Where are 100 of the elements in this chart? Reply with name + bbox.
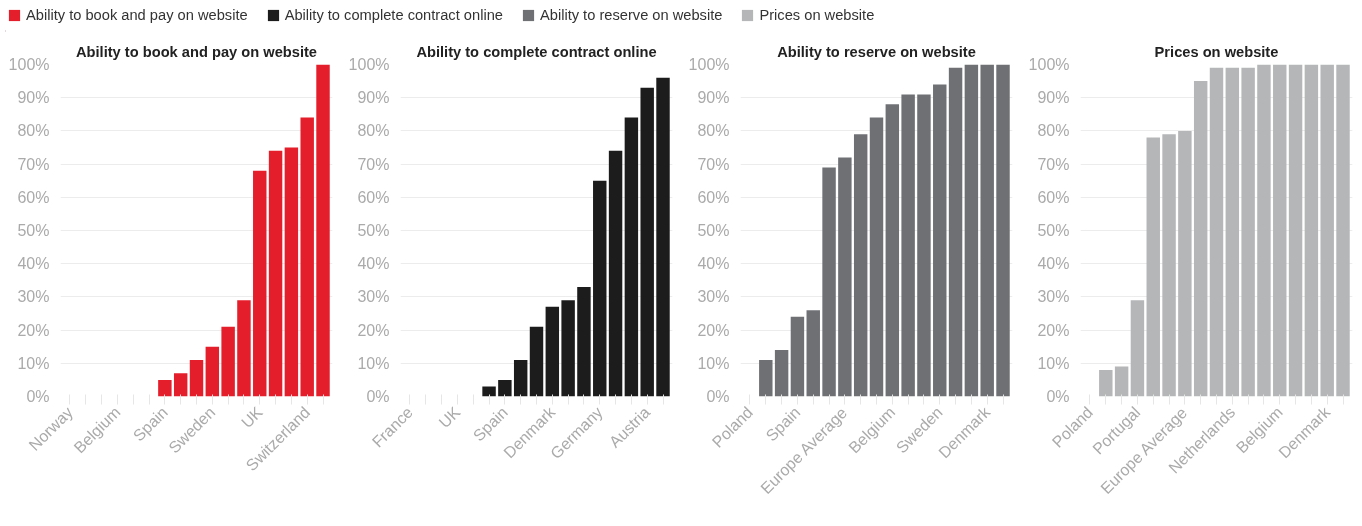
y-tick-label: 50% bbox=[357, 222, 390, 239]
y-tick-label: 20% bbox=[17, 321, 50, 339]
y-tick-label: 70% bbox=[17, 155, 50, 173]
bar bbox=[1273, 64, 1287, 397]
bar bbox=[608, 150, 623, 397]
bar bbox=[1336, 64, 1350, 397]
bar bbox=[933, 84, 947, 397]
bar bbox=[901, 94, 915, 397]
bar bbox=[964, 64, 979, 397]
y-tick-label: 60% bbox=[697, 188, 730, 206]
bar bbox=[853, 134, 868, 397]
bar bbox=[221, 326, 235, 397]
chart-title: Ability to reserve on website bbox=[777, 43, 976, 60]
bar bbox=[593, 180, 607, 397]
bar bbox=[869, 117, 884, 397]
y-tick-label: 80% bbox=[357, 122, 390, 140]
y-tick-label: 20% bbox=[697, 321, 730, 339]
bar bbox=[822, 167, 836, 397]
bar bbox=[917, 94, 931, 397]
bar bbox=[790, 316, 805, 397]
bar bbox=[158, 379, 172, 397]
y-tick-label: 40% bbox=[357, 255, 390, 273]
bar bbox=[640, 87, 654, 397]
bar bbox=[1304, 64, 1319, 397]
y-tick-label: 30% bbox=[17, 288, 50, 306]
bar bbox=[205, 346, 220, 397]
bar bbox=[1209, 67, 1224, 397]
bar bbox=[1146, 137, 1160, 397]
bar bbox=[513, 359, 528, 397]
bar bbox=[1114, 366, 1129, 397]
y-tick-label: 90% bbox=[17, 89, 50, 107]
y-tick-label: 100% bbox=[688, 56, 730, 73]
chart-title: Ability to complete contract online bbox=[416, 43, 657, 60]
y-tick-label: 60% bbox=[357, 188, 390, 206]
y-tick-label: 30% bbox=[1037, 288, 1070, 306]
bar bbox=[1193, 81, 1208, 397]
bar bbox=[806, 310, 820, 397]
bar bbox=[1130, 300, 1145, 397]
bar bbox=[1099, 369, 1113, 397]
bar bbox=[1257, 64, 1271, 397]
legend-label: Prices on website bbox=[759, 7, 875, 23]
bar bbox=[253, 170, 267, 397]
y-tick-label: 60% bbox=[1037, 188, 1070, 206]
bar bbox=[545, 306, 560, 397]
x-tick-label: UK bbox=[435, 403, 464, 432]
y-tick-label: 40% bbox=[17, 255, 50, 273]
y-tick-label: 80% bbox=[17, 122, 50, 140]
y-tick-label: 10% bbox=[17, 354, 50, 372]
bar bbox=[300, 117, 314, 397]
bar bbox=[1288, 64, 1303, 397]
y-tick-label: 0% bbox=[366, 388, 390, 405]
bar bbox=[173, 373, 188, 397]
y-tick-label: 20% bbox=[1037, 321, 1070, 339]
bar bbox=[885, 104, 900, 397]
bar bbox=[237, 300, 251, 397]
y-tick-label: 0% bbox=[1046, 388, 1070, 405]
y-tick-label: 80% bbox=[697, 122, 730, 140]
bar bbox=[1162, 134, 1176, 397]
chart-title: Ability to book and pay on website bbox=[75, 43, 318, 60]
y-tick-label: 70% bbox=[697, 155, 730, 173]
y-tick-label: 10% bbox=[697, 354, 730, 372]
y-tick-label: 40% bbox=[1037, 255, 1070, 273]
bar bbox=[1225, 67, 1240, 397]
bar bbox=[529, 326, 544, 397]
y-tick-label: 0% bbox=[26, 388, 50, 405]
y-tick-label: 70% bbox=[357, 155, 390, 173]
y-tick-label: 100% bbox=[8, 56, 50, 73]
bar bbox=[189, 359, 204, 397]
bar bbox=[838, 157, 852, 397]
bar bbox=[284, 147, 299, 397]
bar bbox=[1178, 130, 1192, 397]
bar bbox=[980, 64, 994, 397]
bar bbox=[482, 386, 496, 397]
bar bbox=[1320, 64, 1334, 397]
bar bbox=[759, 359, 773, 397]
bar bbox=[996, 64, 1010, 397]
legend-label: Ability to book and pay on website bbox=[26, 7, 248, 23]
bar bbox=[656, 77, 670, 397]
bar bbox=[624, 117, 639, 397]
y-tick-label: 0% bbox=[706, 388, 730, 405]
y-tick-label: 50% bbox=[1037, 222, 1070, 239]
bar bbox=[268, 150, 283, 397]
bar bbox=[577, 286, 591, 397]
y-tick-label: 90% bbox=[357, 89, 390, 107]
y-tick-label: 100% bbox=[348, 56, 390, 73]
y-tick-label: 10% bbox=[357, 354, 390, 372]
y-tick-label: 20% bbox=[357, 321, 390, 339]
y-tick-label: 30% bbox=[357, 288, 390, 306]
bar bbox=[1241, 67, 1255, 397]
bar bbox=[774, 350, 789, 397]
legend-label: Ability to reserve on website bbox=[539, 7, 723, 23]
bar bbox=[948, 67, 963, 397]
y-tick-label: 10% bbox=[1037, 354, 1070, 372]
y-tick-label: 100% bbox=[1028, 56, 1070, 73]
bar bbox=[316, 64, 330, 397]
y-tick-label: 30% bbox=[697, 288, 730, 306]
y-tick-label: 90% bbox=[1037, 89, 1070, 107]
y-tick-label: 40% bbox=[697, 255, 730, 273]
bar bbox=[561, 300, 575, 397]
bar bbox=[498, 379, 512, 397]
